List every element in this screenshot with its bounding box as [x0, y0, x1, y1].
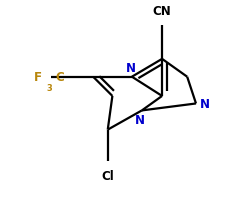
- Text: N: N: [135, 114, 145, 127]
- Text: 3: 3: [47, 84, 52, 93]
- Text: CN: CN: [153, 5, 172, 18]
- Text: N: N: [200, 97, 210, 110]
- Text: C: C: [55, 71, 64, 84]
- Text: N: N: [126, 61, 136, 74]
- Text: Cl: Cl: [101, 169, 114, 182]
- Text: F: F: [34, 71, 42, 84]
